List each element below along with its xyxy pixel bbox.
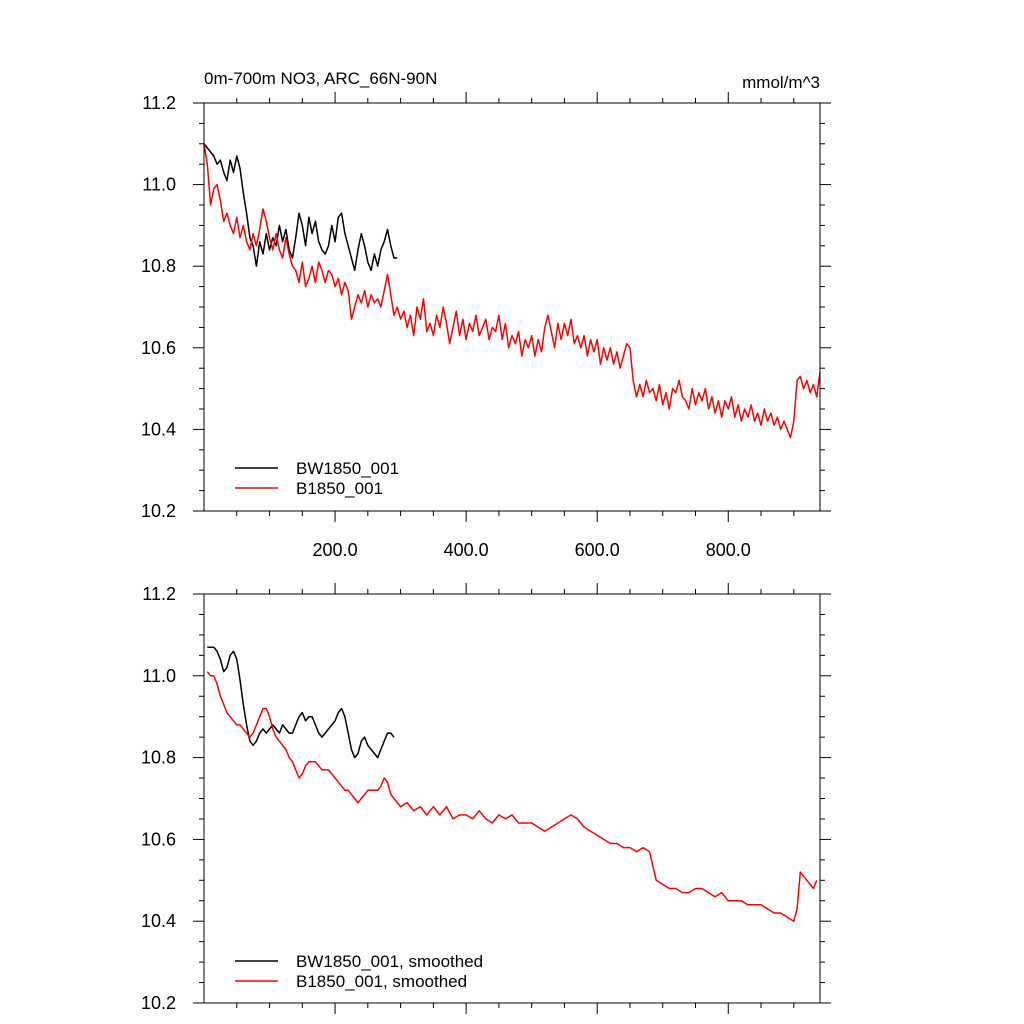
- bottom-panel: 10.2 10.4 10.6 10.8 11.0 11.2 BW1850_001, smo…: [141, 583, 831, 1014]
- y-tick-label: 10.6: [141, 338, 176, 358]
- y-tick-label: 10.4: [141, 911, 176, 931]
- y-tick-label: 11.0: [142, 175, 176, 195]
- y-tick-label: 11.0: [142, 666, 176, 686]
- series-line: [203, 143, 821, 439]
- y-tick-label: 10.2: [141, 501, 176, 521]
- tick-layer: 10.2 10.4 10.6 10.8 11.0 11.2: [141, 583, 831, 1014]
- x-tick-label: 200.0: [313, 540, 358, 560]
- tick-layer: 10.2 10.4 10.6 10.8 11.0 11.2 200.0 400.0 600.0 8…: [141, 92, 831, 560]
- series-layer: [203, 143, 821, 439]
- chart-units: mmol/m^3: [742, 73, 820, 92]
- y-tick-label: 10.2: [141, 993, 176, 1013]
- series-line: [203, 143, 398, 272]
- legend-label: BW1850_001: [296, 459, 399, 478]
- series-line: [206, 671, 818, 922]
- plot-frame: [203, 102, 821, 512]
- x-tick-label: 400.0: [444, 540, 489, 560]
- y-tick-label: 10.6: [141, 829, 176, 849]
- x-tick-label: 800.0: [706, 540, 751, 560]
- legend-label: B1850_001: [296, 479, 383, 498]
- series-layer: [206, 646, 818, 922]
- top-panel: 0m-700m NO3, ARC_66N-90N mmol/m^3 10.210…: [141, 69, 831, 560]
- plot-frame: [203, 593, 821, 1004]
- y-tick-label: 11.2: [142, 93, 176, 113]
- y-tick-label: 10.8: [141, 256, 176, 276]
- legend-label: BW1850_001, smoothed: [296, 952, 483, 971]
- y-tick-label: 10.4: [141, 419, 176, 439]
- chart-title: 0m-700m NO3, ARC_66N-90N: [204, 69, 437, 88]
- y-tick-label: 11.2: [142, 584, 176, 604]
- legend-label: B1850_001, smoothed: [296, 972, 467, 991]
- y-tick-label: 10.8: [141, 748, 176, 768]
- x-tick-label: 600.0: [575, 540, 620, 560]
- series-line: [207, 646, 395, 759]
